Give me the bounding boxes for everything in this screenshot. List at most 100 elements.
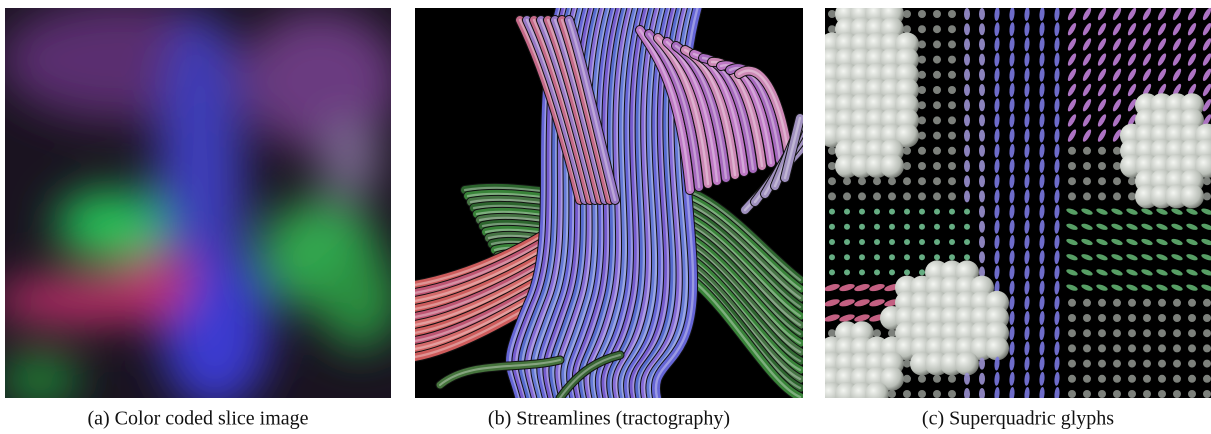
glyph	[888, 177, 896, 185]
streamlines-image	[415, 8, 803, 400]
glyph	[1113, 390, 1121, 398]
caption: (c) Superquadric glyphs	[922, 408, 1114, 430]
glyph	[1068, 314, 1076, 322]
glyph	[844, 239, 850, 245]
glyph	[964, 160, 970, 172]
glyph	[948, 132, 956, 140]
glyph	[1068, 390, 1076, 398]
caption: (b) Streamlines (tractography)	[488, 408, 730, 430]
glyph	[1098, 192, 1106, 200]
glyph	[859, 239, 865, 245]
glyph	[964, 54, 970, 66]
glyph	[873, 329, 881, 337]
glyph	[1068, 360, 1076, 368]
glyphs-image	[820, 2, 1211, 406]
glyph	[1068, 299, 1076, 307]
glyph	[1143, 329, 1151, 337]
glyph	[859, 269, 865, 275]
glyph	[979, 114, 985, 126]
glyph	[918, 71, 926, 79]
glyph	[934, 239, 940, 245]
glyph	[918, 25, 926, 33]
glyph	[933, 147, 941, 155]
glyph	[1143, 390, 1151, 398]
glyph	[1113, 344, 1121, 352]
glyph	[1203, 344, 1211, 352]
glyph	[1158, 390, 1166, 398]
glyph	[873, 177, 881, 185]
glyph	[979, 206, 985, 218]
glyph	[964, 175, 970, 187]
glyph	[874, 209, 880, 215]
glyph	[874, 224, 880, 230]
glyph	[918, 56, 926, 64]
glyph	[1143, 314, 1151, 322]
glyph	[979, 190, 985, 202]
glyph	[964, 224, 970, 230]
glyph	[964, 69, 970, 81]
glyph	[889, 224, 895, 230]
glyph	[1173, 314, 1181, 322]
glyph	[934, 254, 940, 260]
glyph	[948, 375, 956, 383]
glyph	[1173, 390, 1181, 398]
sphere-glyph	[865, 382, 889, 406]
glyph	[918, 10, 926, 18]
glyph	[919, 209, 925, 215]
glyph	[903, 162, 911, 170]
glyph	[1158, 329, 1166, 337]
glyph	[1158, 375, 1166, 383]
glyph	[1113, 299, 1121, 307]
glyph	[1203, 390, 1211, 398]
glyph	[1098, 329, 1106, 337]
glyph	[918, 101, 926, 109]
glyph	[1203, 299, 1211, 307]
glyph	[888, 390, 896, 398]
glyph	[964, 99, 970, 111]
glyph	[1113, 375, 1121, 383]
glyph	[1068, 375, 1076, 383]
glyph	[979, 54, 985, 66]
glyph	[933, 25, 941, 33]
glyph	[1083, 162, 1091, 170]
glyph	[1068, 344, 1076, 352]
glyph	[889, 239, 895, 245]
glyph	[1098, 147, 1106, 155]
glyph	[1188, 360, 1196, 368]
glyph	[1143, 344, 1151, 352]
glyph	[918, 132, 926, 140]
glyph	[1068, 162, 1076, 170]
glyph	[964, 209, 970, 215]
glyph	[1083, 177, 1091, 185]
glyph	[933, 116, 941, 124]
glyph	[1128, 177, 1136, 185]
glyph	[829, 209, 835, 215]
glyph	[934, 224, 940, 230]
glyph	[979, 38, 985, 50]
glyph	[873, 192, 881, 200]
glyph	[1113, 147, 1121, 155]
glyph	[964, 114, 970, 126]
glyph	[979, 251, 985, 263]
glyph	[1113, 329, 1121, 337]
glyph	[1083, 360, 1091, 368]
glyph	[888, 329, 896, 337]
glyph	[1083, 375, 1091, 383]
glyph	[904, 209, 910, 215]
glyph	[933, 86, 941, 94]
glyph	[964, 254, 970, 260]
glyph	[979, 145, 985, 157]
glyph	[828, 329, 836, 337]
glyph	[1098, 162, 1106, 170]
glyph	[844, 209, 850, 215]
glyph	[979, 84, 985, 96]
glyph	[948, 10, 956, 18]
glyph	[829, 239, 835, 245]
glyph	[979, 358, 985, 370]
glyph	[1128, 360, 1136, 368]
glyph	[918, 147, 926, 155]
glyph	[979, 221, 985, 233]
glyph	[1128, 299, 1136, 307]
glyph	[933, 56, 941, 64]
glyph	[979, 388, 985, 400]
